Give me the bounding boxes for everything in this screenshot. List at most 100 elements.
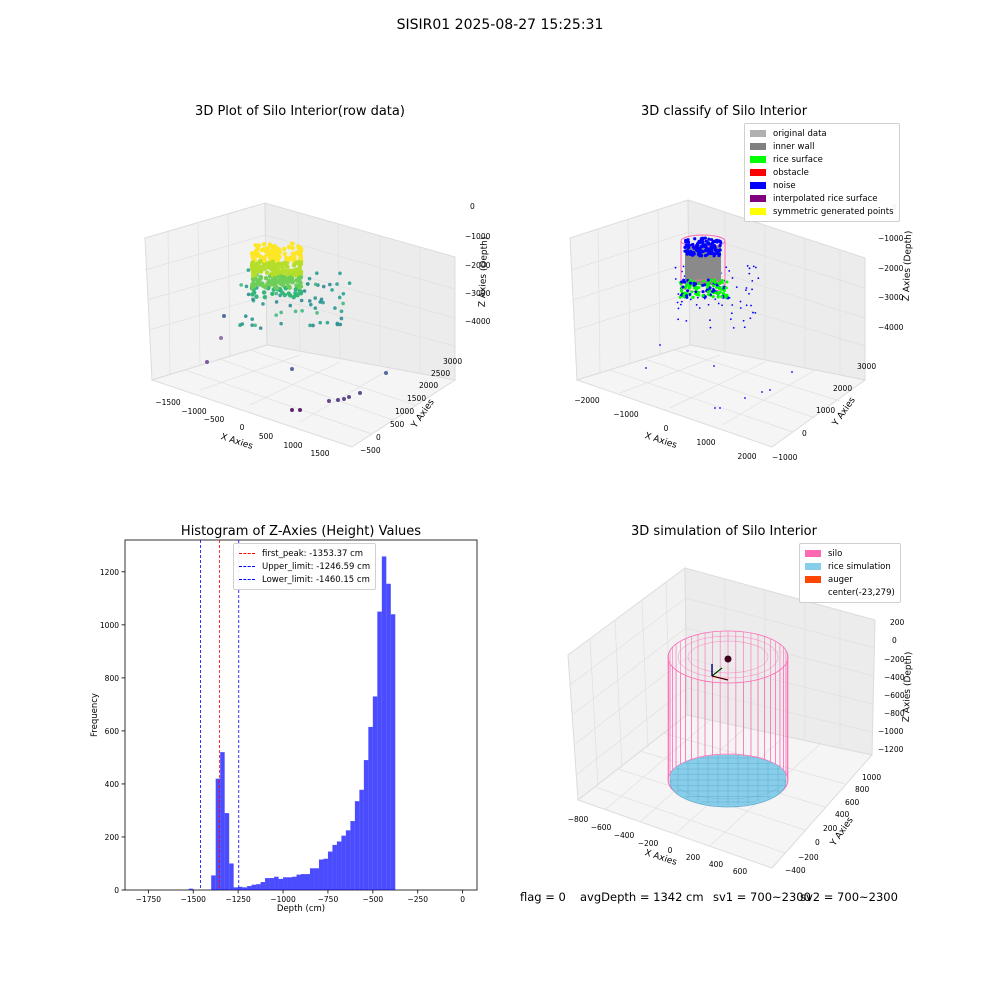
noise-point [674, 278, 677, 280]
noise-point [754, 311, 757, 314]
histogram-bar [314, 868, 319, 890]
noise-point [718, 244, 722, 248]
noise-point [705, 247, 709, 251]
noise-point [714, 298, 717, 301]
p4-ytick: 200 [823, 824, 838, 833]
p4-xtick: 200 [686, 853, 701, 862]
data-point [328, 282, 332, 287]
auger-axis-y [711, 667, 723, 677]
data-point [296, 251, 301, 256]
data-point [298, 290, 303, 295]
noise-point [676, 301, 679, 304]
panel4-z-ticks: 200 0 −200 −400 −600 −800 −1000 −1200 [878, 618, 905, 754]
footer-sv2: sv2 = 700~2300 [800, 890, 898, 904]
data-point [311, 323, 315, 328]
panel2-title: 3D classify of Silo Interior [640, 104, 808, 119]
p4-ztick: −800 [884, 709, 905, 718]
rice-surface-point [697, 293, 701, 297]
p2-ytick: 3000 [857, 362, 876, 371]
histogram-bar [386, 583, 391, 890]
p2-ztick: −2000 [878, 264, 904, 273]
noise-point [694, 243, 699, 248]
data-point [306, 282, 310, 286]
noise-point [683, 249, 687, 253]
histogram-y-ticks: 0 200 400 600 800 1000 1200 [100, 568, 125, 895]
panel2-y-ticks: −1000 0 1000 2000 3000 [772, 362, 876, 462]
panel2-z-ticks: 0 −1000 −2000 −3000 −4000 [878, 203, 904, 332]
noise-point [752, 311, 754, 314]
histogram-bar [215, 778, 221, 890]
noise-point [688, 252, 692, 256]
data-point [298, 275, 303, 280]
histogram-x-tick-label: −1000 [270, 895, 296, 904]
data-point [290, 278, 296, 284]
noise-point [713, 365, 715, 367]
p4-ztick: 0 [892, 636, 897, 645]
panel1-title: 3D Plot of Silo Interior(row data) [195, 104, 405, 119]
noise-point [698, 240, 702, 245]
rice-surface-point [701, 283, 705, 287]
panel2-legend: original data inner wall rice surface ob… [744, 123, 900, 222]
histogram-x-tick-label: 0 [460, 895, 465, 904]
rice-surface-point [684, 286, 688, 290]
data-point [274, 313, 279, 317]
legend-label: original data [773, 128, 827, 139]
noise-point [709, 326, 712, 329]
data-point [261, 241, 267, 247]
noise-point [725, 266, 728, 269]
p2-xtick: 0 [664, 424, 669, 433]
p4-ytick: 800 [855, 785, 870, 794]
histogram-y-tick-label: 800 [105, 674, 120, 683]
data-point [276, 250, 282, 256]
data-point [253, 242, 258, 248]
noise-point [731, 304, 734, 306]
p4-ytick: 600 [845, 798, 860, 807]
histogram-bar [251, 884, 257, 890]
data-point [251, 297, 255, 302]
rice-surface-point [709, 278, 713, 282]
panel4-y-ticks: −400 −200 0 200 400 600 800 1000 [785, 773, 881, 875]
histogram-plot: −1750 −1500 −1250 −1000 −750 −500 −250 0 0 200 40… [90, 539, 478, 914]
rice-surface-point [724, 286, 728, 290]
noise-point [697, 250, 701, 254]
legend-item-obstacle: obstacle [750, 166, 894, 179]
p1-xtick: 0 [240, 423, 245, 432]
panel3-title: Histogram of Z-Axies (Height) Values [180, 524, 422, 539]
noise-point [742, 319, 745, 322]
histogram-bar [354, 801, 360, 890]
p1-zlabel: Z Axies (Depth) [478, 237, 490, 308]
histogram-x-tick-label: −500 [363, 895, 384, 904]
noise-point [707, 303, 710, 306]
histogram-bar [359, 789, 364, 890]
data-point [325, 320, 330, 325]
p1-ztick: 0 [470, 202, 475, 211]
data-point [252, 268, 257, 273]
legend-swatch [750, 169, 766, 176]
noise-point [718, 248, 722, 252]
data-point [293, 272, 298, 278]
p4-ztick: −200 [884, 655, 905, 664]
histogram-bar [274, 876, 279, 890]
data-point [314, 271, 319, 276]
data-point [286, 291, 291, 296]
rice-surface-point [707, 293, 711, 297]
noise-point [699, 249, 703, 253]
data-point [270, 291, 275, 296]
noise-point [707, 242, 711, 246]
data-point [288, 303, 293, 308]
p4-ytick: 400 [835, 810, 850, 819]
data-point [250, 317, 255, 321]
noise-point [750, 304, 752, 307]
p2-ztick: −4000 [878, 323, 904, 332]
legend-swatch [805, 563, 821, 570]
histogram-x-ticks: −1750 −1500 −1250 −1000 −750 −500 −250 0 [136, 890, 465, 904]
data-point [339, 316, 344, 321]
data-point [265, 252, 270, 257]
noise-point [744, 397, 746, 399]
data-point [341, 301, 345, 306]
panel4-x-ticks: −800 −600 −400 −200 0 200 400 600 [568, 815, 748, 876]
data-point [222, 314, 226, 318]
histogram-bar [323, 858, 328, 890]
noise-point [791, 371, 793, 373]
noise-point [697, 247, 702, 251]
